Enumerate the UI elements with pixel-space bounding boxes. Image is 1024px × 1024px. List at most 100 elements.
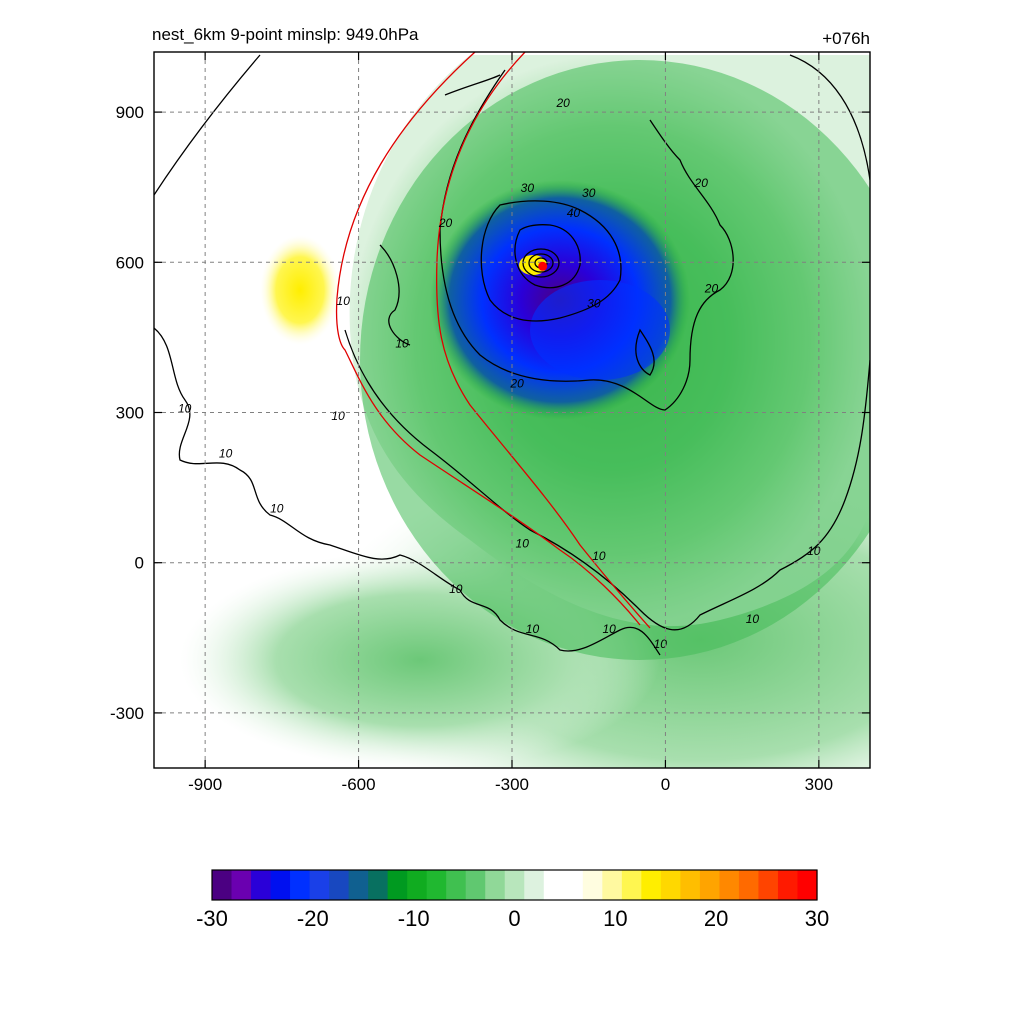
colorbar-swatch bbox=[270, 870, 291, 900]
colorbar-swatch bbox=[660, 870, 681, 900]
colorbar-swatch bbox=[309, 870, 330, 900]
contour-30-ring bbox=[480, 200, 622, 322]
contour-label: 10 bbox=[526, 622, 540, 636]
storm-center-marker bbox=[538, 261, 548, 271]
colorbar-swatch bbox=[621, 870, 642, 900]
y-tick-label: 900 bbox=[116, 103, 144, 122]
colorbar-swatch bbox=[426, 870, 447, 900]
colorbar-swatch bbox=[699, 870, 721, 900]
colorbar-swatch bbox=[563, 870, 584, 900]
contour-label: 30 bbox=[582, 186, 596, 200]
chart-title-left: nest_6km 9-point minslp: 949.0hPa bbox=[152, 25, 419, 44]
colorbar-swatch bbox=[212, 870, 233, 900]
contour-label: 20 bbox=[438, 216, 453, 230]
colorbar-swatch bbox=[777, 870, 799, 900]
colorbar-frame bbox=[211, 869, 818, 901]
contour-label: 20 bbox=[694, 176, 709, 190]
colorbar-swatch bbox=[524, 870, 545, 900]
colorbar-swatch bbox=[602, 870, 623, 900]
y-tick-label: 600 bbox=[116, 253, 144, 272]
colorbar-swatch bbox=[504, 870, 525, 900]
x-tick-label: 300 bbox=[805, 775, 833, 794]
contour-label: 10 bbox=[178, 402, 192, 416]
colorbar-swatch bbox=[348, 870, 369, 900]
contour-eye-1 bbox=[522, 248, 560, 278]
contour-label: 10 bbox=[516, 537, 530, 551]
contour-10-northeast bbox=[789, 54, 870, 181]
colorbar-tick-label: 30 bbox=[805, 906, 829, 931]
contour-label: 30 bbox=[587, 296, 601, 310]
colorbar-swatch bbox=[680, 870, 701, 900]
contour-label: 40 bbox=[567, 206, 581, 220]
colorbar-swatch bbox=[582, 870, 603, 900]
colorbar-swatch bbox=[251, 870, 272, 900]
colorbar-swatch bbox=[485, 870, 506, 900]
contour-eye-2 bbox=[528, 253, 554, 273]
colorbar-swatch bbox=[758, 870, 779, 900]
colorbar-swatch bbox=[738, 870, 760, 900]
red-outer-boundary bbox=[335, 52, 641, 626]
x-tick-label: -300 bbox=[495, 775, 529, 794]
contour-label: 20 bbox=[509, 376, 524, 390]
colorbar-swatch bbox=[797, 870, 818, 900]
colorbar-tick-label: -20 bbox=[297, 906, 329, 931]
contour-lines bbox=[154, 54, 870, 656]
x-tick-label: 0 bbox=[661, 775, 670, 794]
colorbar-swatch bbox=[465, 870, 486, 900]
colorbar-swatch bbox=[641, 870, 662, 900]
contour-label: 10 bbox=[592, 549, 606, 563]
colorbar-swatch bbox=[387, 870, 408, 900]
colorbar-swatch bbox=[407, 870, 428, 900]
colorbar bbox=[211, 869, 818, 901]
contour-label: 20 bbox=[555, 96, 570, 110]
contour-label: 30 bbox=[521, 181, 535, 195]
colorbar-swatch bbox=[231, 870, 252, 900]
colorbar-swatch bbox=[719, 870, 740, 900]
colorbar-tick-label: -10 bbox=[398, 906, 430, 931]
colorbar-swatch bbox=[368, 870, 389, 900]
red-boundary-lines bbox=[335, 52, 651, 629]
colorbar-swatch bbox=[543, 870, 564, 900]
contour-label: 10 bbox=[331, 409, 345, 423]
contour-20-inner-east bbox=[635, 328, 655, 376]
contour-10-southwest bbox=[154, 327, 661, 656]
contour-label: 10 bbox=[449, 582, 463, 596]
contour-20-ring bbox=[439, 69, 734, 411]
y-tick-label: 300 bbox=[116, 404, 144, 423]
contour-label: 10 bbox=[337, 294, 351, 308]
contour-10-northwest bbox=[154, 54, 261, 196]
positive-anomaly-shading bbox=[260, 235, 340, 345]
red-inner-boundary bbox=[435, 52, 651, 629]
x-tick-label: -600 bbox=[342, 775, 376, 794]
contour-label: 10 bbox=[395, 336, 409, 350]
contour-40-ring bbox=[514, 224, 581, 289]
shaded-field bbox=[180, 55, 870, 768]
colorbar-swatch bbox=[329, 870, 350, 900]
contour-label: 10 bbox=[602, 622, 616, 636]
y-axis: 900 600 300 0 -300 bbox=[110, 103, 870, 723]
colorbar-swatch bbox=[290, 870, 311, 900]
contour-20-north bbox=[444, 74, 501, 96]
contour-label: 10 bbox=[270, 502, 284, 516]
y-tick-label: -300 bbox=[110, 704, 144, 723]
contour-label: 10 bbox=[746, 612, 760, 626]
contour-label: 10 bbox=[654, 637, 668, 651]
x-axis: -900 -600 -300 0 300 bbox=[188, 52, 833, 794]
x-tick-label: -900 bbox=[188, 775, 222, 794]
colorbar-tick-label: 10 bbox=[603, 906, 627, 931]
contour-label: 10 bbox=[219, 447, 233, 461]
colorbar-tick-labels: -30 -20 -10 0 10 20 30 bbox=[196, 906, 829, 931]
contour-10-west bbox=[379, 244, 411, 346]
eyewall-band-shading bbox=[530, 280, 670, 380]
colorbar-tick-label: -30 bbox=[196, 906, 228, 931]
contour-10-outer-ring bbox=[344, 329, 870, 631]
contour-label: 20 bbox=[704, 281, 719, 295]
y-tick-label: 0 bbox=[135, 554, 144, 573]
contour-label: 10 bbox=[807, 544, 821, 558]
chart-title-right: +076h bbox=[822, 29, 870, 48]
colorbar-swatch bbox=[446, 870, 467, 900]
colorbar-tick-label: 0 bbox=[508, 906, 520, 931]
